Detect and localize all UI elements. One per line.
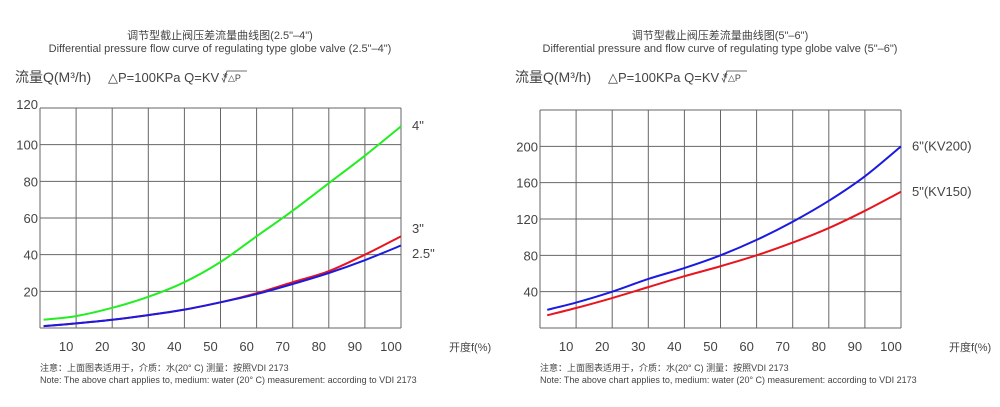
series-label: 6"(KV200) xyxy=(912,138,972,153)
note-en: Note: The above chart applies to, medium… xyxy=(40,375,417,385)
x-tick-label: 70 xyxy=(775,339,789,354)
x-tick-label: 40 xyxy=(167,339,181,354)
y-tick-label: 60 xyxy=(24,211,38,226)
y-tick-label: 160 xyxy=(516,176,538,191)
x-tick-label: 40 xyxy=(667,339,681,354)
formula: △P=100KPa Q=KV * xyxy=(108,70,228,85)
x-tick-label: 30 xyxy=(131,339,145,354)
x-tick-label: 100 xyxy=(880,339,902,354)
x-tick-label: 90 xyxy=(848,339,862,354)
x-tick-label: 10 xyxy=(59,339,73,354)
x-tick-label: 80 xyxy=(812,339,826,354)
y-tick-label: 40 xyxy=(24,248,38,263)
y-tick-label: 200 xyxy=(516,139,538,154)
y-tick-label: 20 xyxy=(24,284,38,299)
chart-title: 调节型截止阀压差流量曲线图(2.5"–4") xyxy=(127,28,313,42)
formula: △P=100KPa Q=KV * xyxy=(608,70,728,85)
x-tick-label: 50 xyxy=(703,339,717,354)
series-line-1 xyxy=(546,190,902,317)
x-tick-label: 30 xyxy=(631,339,645,354)
y-tick-label: 80 xyxy=(524,248,538,263)
series-label: 5"(KV150) xyxy=(912,184,972,199)
series-label: 3" xyxy=(412,221,424,236)
y-tick-label: 40 xyxy=(524,285,538,300)
x-tick-label: 20 xyxy=(95,339,109,354)
note-cn: 注意：上面图表适用于，介质：水(20° C) 测量：按照VDI 2173 xyxy=(540,362,789,373)
y-tick-label: 100 xyxy=(16,138,38,153)
y-tick-label: 80 xyxy=(24,174,38,189)
x-axis-label: 开度f(%) xyxy=(449,340,491,354)
x-tick-label: 70 xyxy=(275,339,289,354)
x-tick-label: 60 xyxy=(739,339,753,354)
x-tick-label: 10 xyxy=(559,339,573,354)
series-line-0 xyxy=(43,125,402,321)
series-line-1 xyxy=(43,235,402,328)
formula-sqrt: △P xyxy=(228,73,241,83)
note-cn: 注意：上面图表适用于，介质：水(20° C) 测量：按照VDI 2173 xyxy=(40,362,289,373)
chart-subtitle: Differential pressure flow curve of regu… xyxy=(49,43,392,55)
x-tick-label: 20 xyxy=(595,339,609,354)
x-tick-label: 50 xyxy=(203,339,217,354)
series-line-0 xyxy=(546,145,902,311)
y-tick-label: 120 xyxy=(516,212,538,227)
series-line-2 xyxy=(43,244,402,328)
x-tick-label: 80 xyxy=(312,339,326,354)
note-en: Note: The above chart applies to, medium… xyxy=(540,375,917,385)
y-tick-label: 120 xyxy=(16,97,38,112)
sqrt-symbol xyxy=(721,70,747,84)
x-tick-label: 100 xyxy=(380,339,402,354)
chart-title: 调节型截止阀压差流量曲线图(5"–6") xyxy=(632,28,809,42)
formula-sqrt: △P xyxy=(728,73,741,83)
sqrt-symbol xyxy=(221,70,247,84)
x-tick-label: 60 xyxy=(239,339,253,354)
y-axis-label: 流量Q(M³/h) xyxy=(515,69,591,85)
chart-subtitle: Differential pressure and flow curve of … xyxy=(543,43,898,55)
x-tick-label: 90 xyxy=(348,339,362,354)
y-axis-label: 流量Q(M³/h) xyxy=(15,69,91,85)
series-label: 4" xyxy=(412,118,424,133)
series-label: 2.5" xyxy=(412,246,435,261)
x-axis-label: 开度f(%) xyxy=(949,340,991,354)
